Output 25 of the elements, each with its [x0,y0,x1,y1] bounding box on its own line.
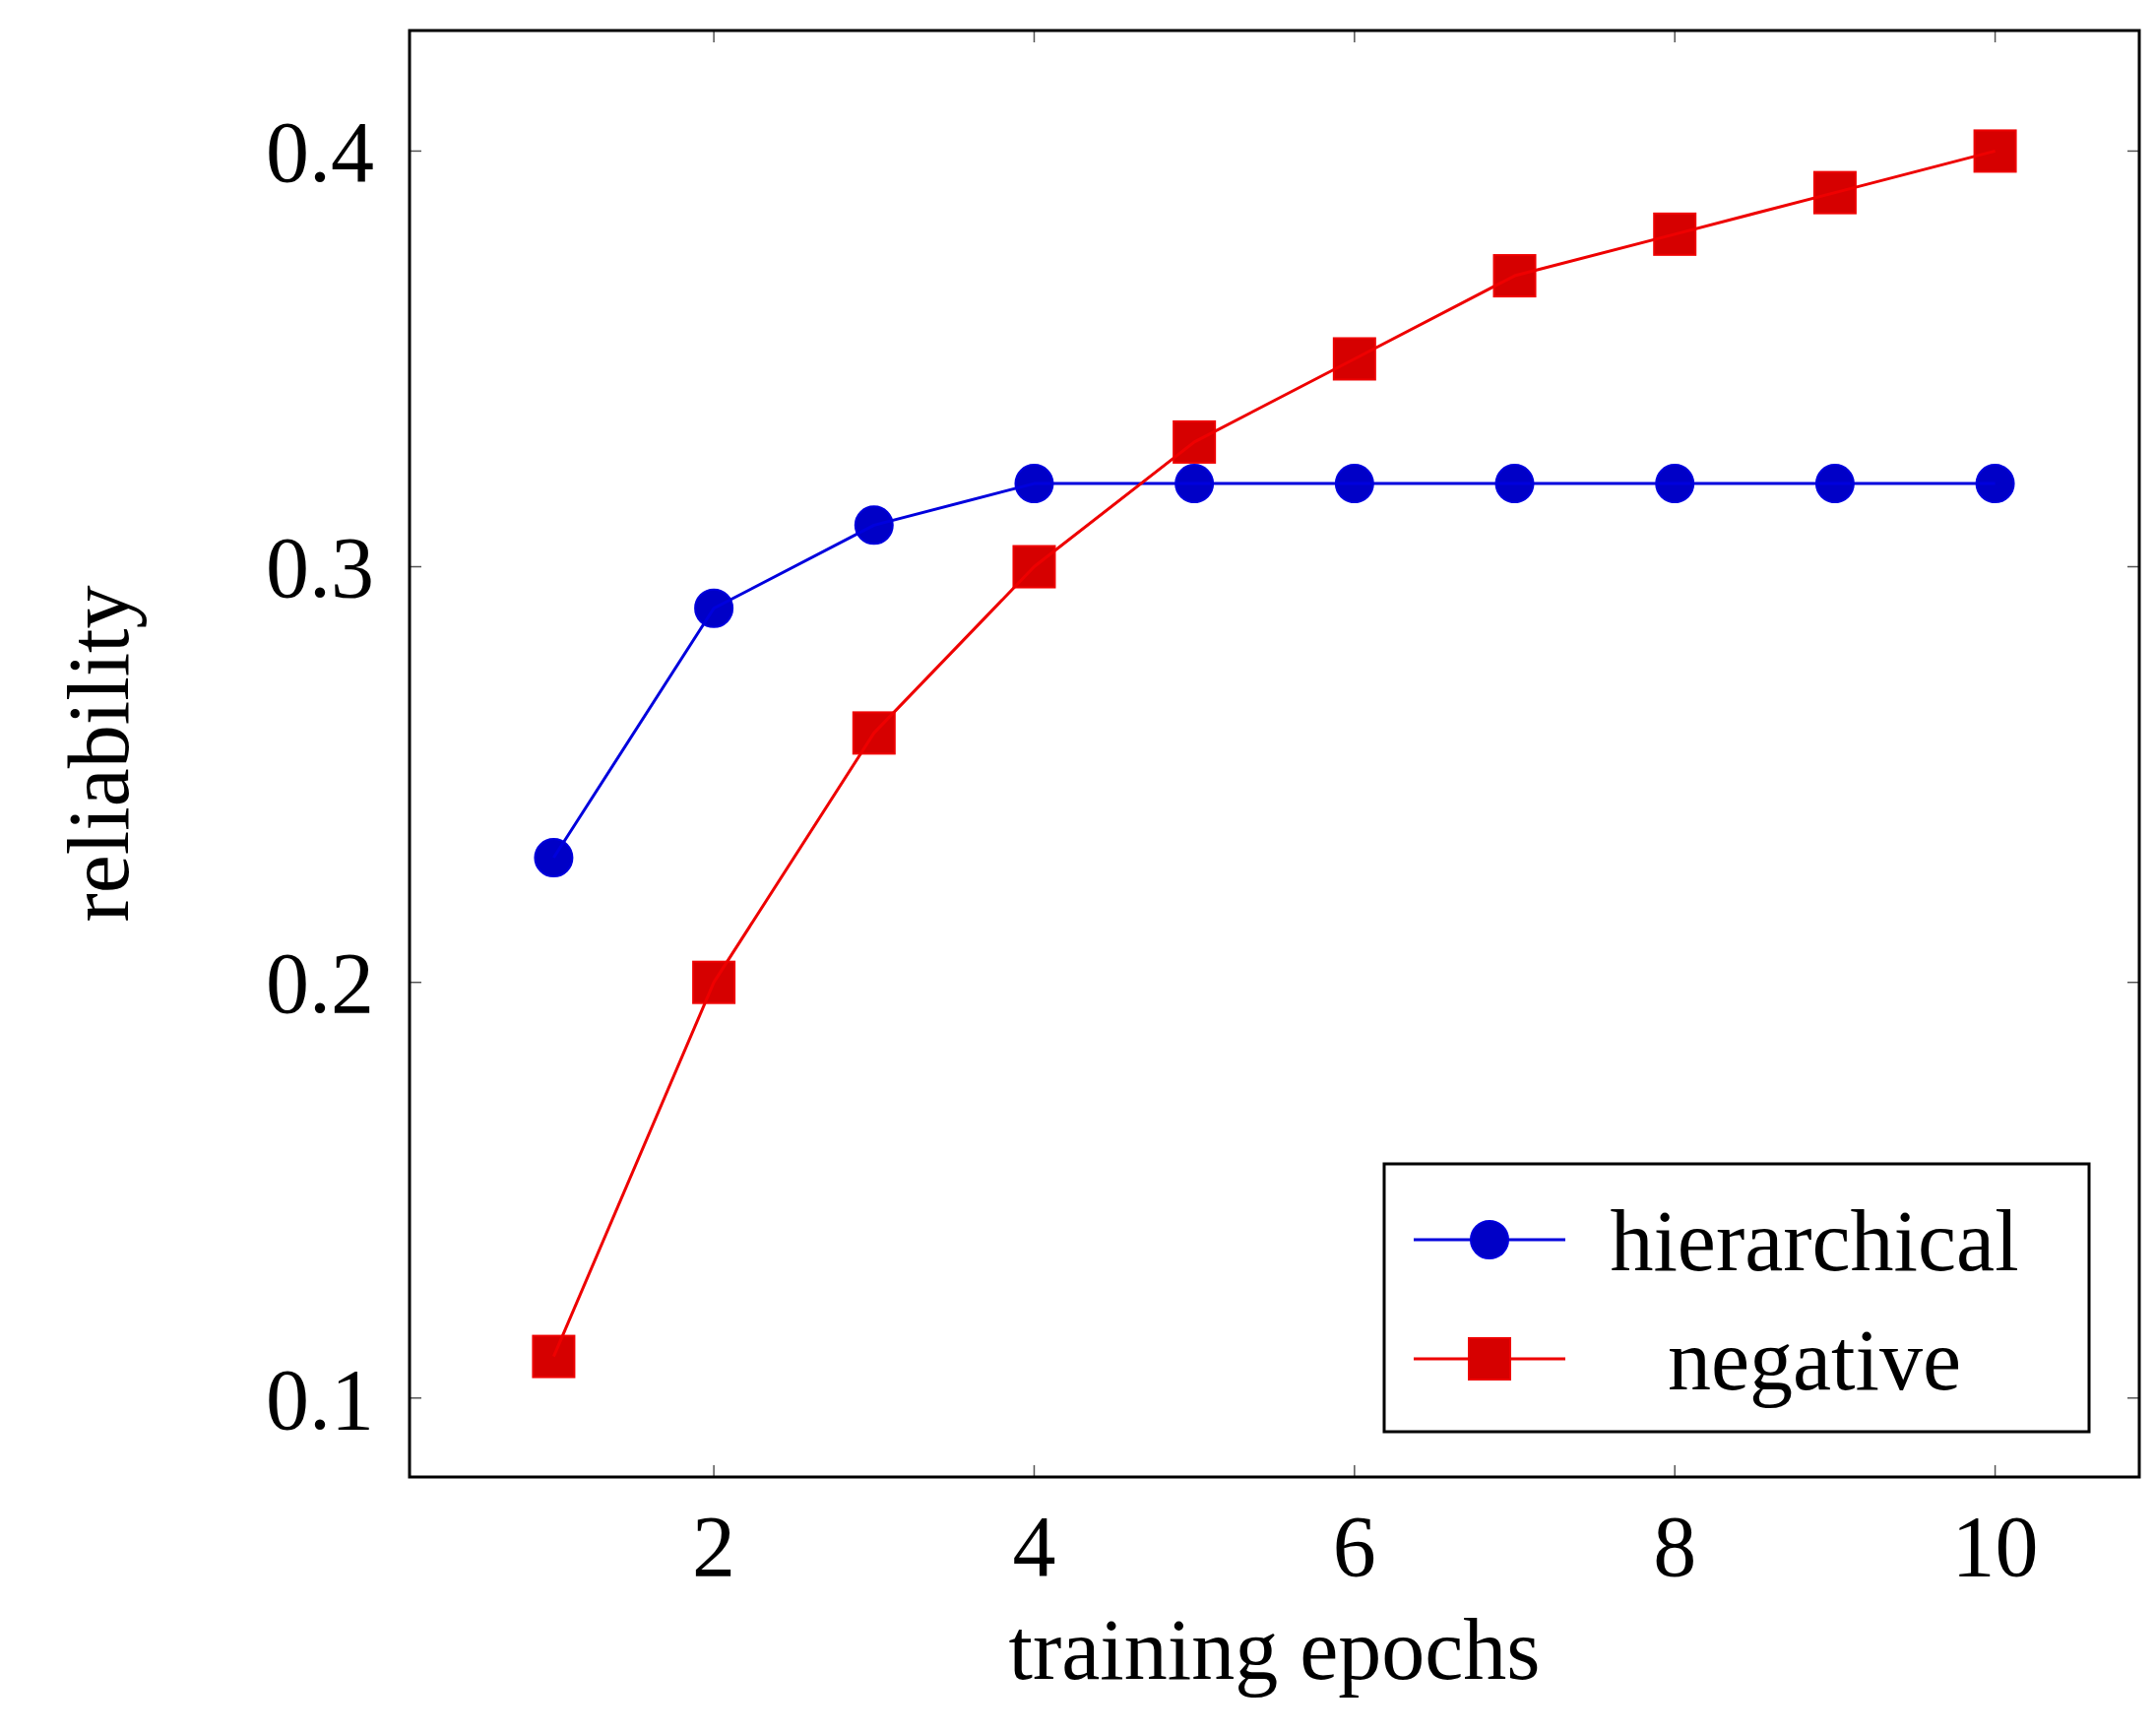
y-tick-label: 0.1 [266,1351,374,1447]
point [1653,212,1697,256]
point [534,838,574,878]
point [1975,464,2015,504]
point [1012,545,1056,589]
legend-label: negative [1667,1312,1962,1408]
x-tick-label: 6 [1332,1499,1376,1594]
x-tick-label: 4 [1012,1499,1056,1594]
point [1173,419,1217,464]
y-axis-title: reliability [51,585,147,923]
point [852,711,896,755]
point [1973,129,2017,173]
x-tick-label: 8 [1653,1499,1697,1594]
point [1812,170,1857,215]
legend-label: hierarchical [1610,1192,2019,1289]
point [1332,337,1376,381]
y-tick-label: 0.4 [266,104,374,201]
y-tick-label: 0.3 [266,520,374,616]
point [532,1334,576,1379]
x-tick-label: 10 [1951,1499,2039,1594]
x-axis-title: training epochs [1008,1602,1541,1698]
point [1492,254,1537,298]
x-tick-label: 2 [692,1499,736,1594]
point [692,960,736,1004]
y-tick-label: 0.2 [266,935,374,1032]
